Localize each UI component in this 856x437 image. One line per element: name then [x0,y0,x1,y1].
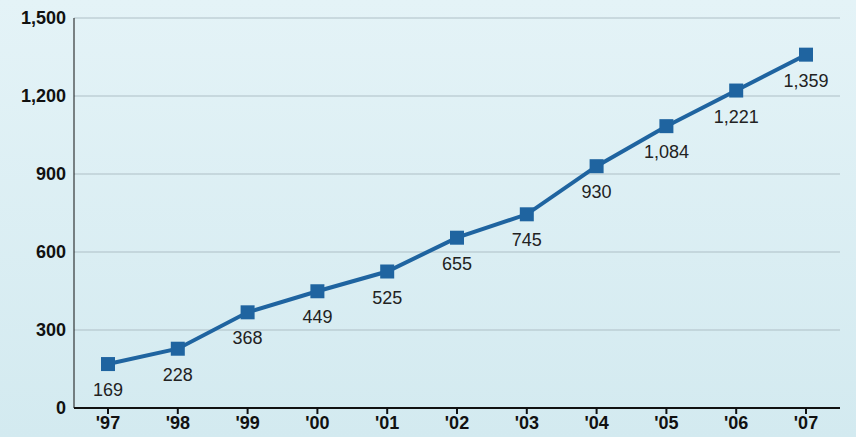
svg-text:900: 900 [36,164,66,184]
svg-text:930: 930 [582,182,612,202]
svg-text:1,084: 1,084 [644,142,689,162]
svg-text:169: 169 [93,380,123,400]
svg-text:449: 449 [302,307,332,327]
svg-text:228: 228 [163,365,193,385]
svg-text:'00: '00 [305,413,329,433]
svg-text:1,221: 1,221 [714,107,759,127]
svg-text:'03: '03 [515,413,539,433]
svg-text:'04: '04 [584,413,608,433]
svg-text:'06: '06 [724,413,748,433]
svg-text:525: 525 [372,288,402,308]
svg-text:600: 600 [36,242,66,262]
svg-text:0: 0 [56,398,66,418]
svg-text:'01: '01 [375,413,399,433]
svg-text:'02: '02 [445,413,469,433]
svg-text:1,500: 1,500 [21,8,66,28]
svg-text:'97: '97 [96,413,120,433]
svg-text:'99: '99 [235,413,259,433]
svg-text:'07: '07 [794,413,818,433]
svg-text:'05: '05 [654,413,678,433]
svg-text:655: 655 [442,254,472,274]
svg-text:'98: '98 [166,413,190,433]
svg-text:368: 368 [233,328,263,348]
svg-text:745: 745 [512,230,542,250]
svg-text:300: 300 [36,320,66,340]
svg-text:1,359: 1,359 [783,71,828,91]
svg-text:1,200: 1,200 [21,86,66,106]
